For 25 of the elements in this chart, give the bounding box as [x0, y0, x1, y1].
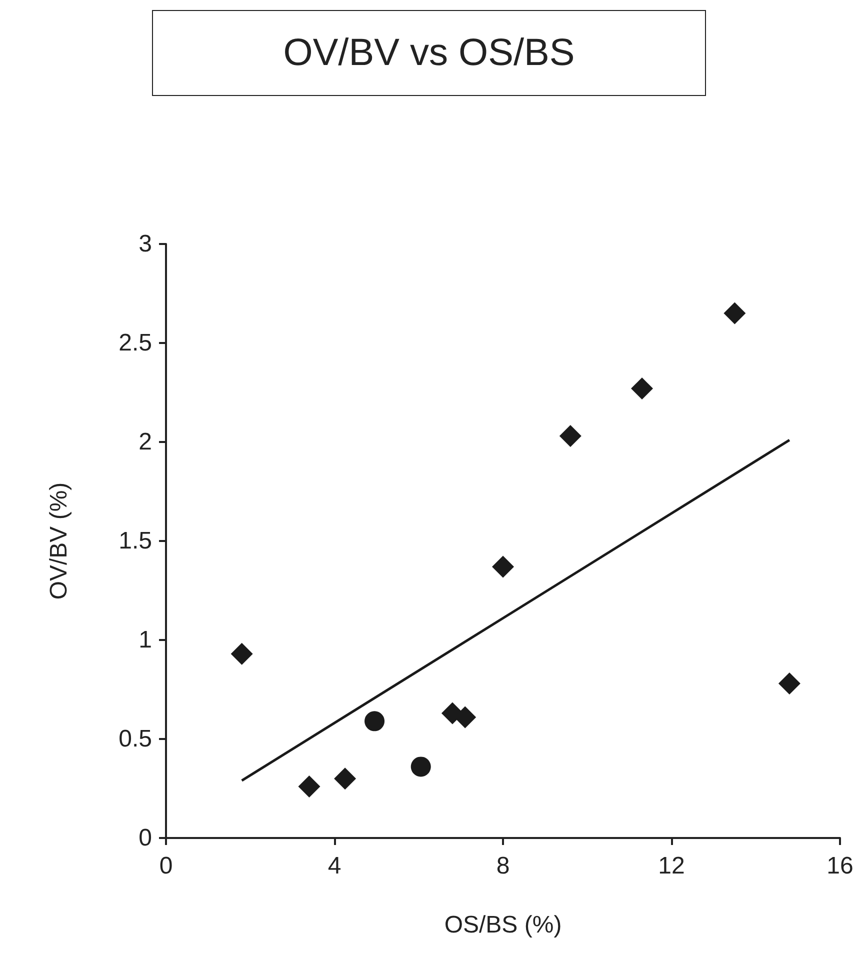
x-tick-label: 8 [496, 852, 510, 880]
x-tick-label: 16 [826, 852, 854, 880]
point [410, 756, 431, 777]
point [631, 378, 654, 400]
point [298, 776, 320, 798]
point [724, 302, 746, 324]
point [559, 425, 582, 448]
y-tick-label: 1.5 [118, 528, 152, 554]
y-tick-label: 0 [138, 824, 152, 852]
point [778, 672, 800, 695]
point [364, 711, 385, 732]
y-tick-label: 2 [138, 428, 152, 456]
y-tick-label: 2.5 [118, 330, 152, 356]
y-axis-title: OV/BV (%) [46, 482, 72, 600]
x-axis-title: OS/BS (%) [444, 912, 562, 938]
y-tick-label: 1 [138, 626, 152, 654]
x-tick-label: 0 [159, 852, 173, 880]
point [492, 556, 514, 578]
point [230, 642, 253, 665]
point [334, 768, 356, 790]
x-tick-label: 4 [328, 852, 342, 880]
y-tick-label: 0.5 [118, 726, 152, 752]
chart-title: OV/BV vs OS/BS [152, 10, 706, 96]
x-tick-label: 12 [658, 852, 685, 880]
y-tick-label: 3 [138, 230, 152, 258]
